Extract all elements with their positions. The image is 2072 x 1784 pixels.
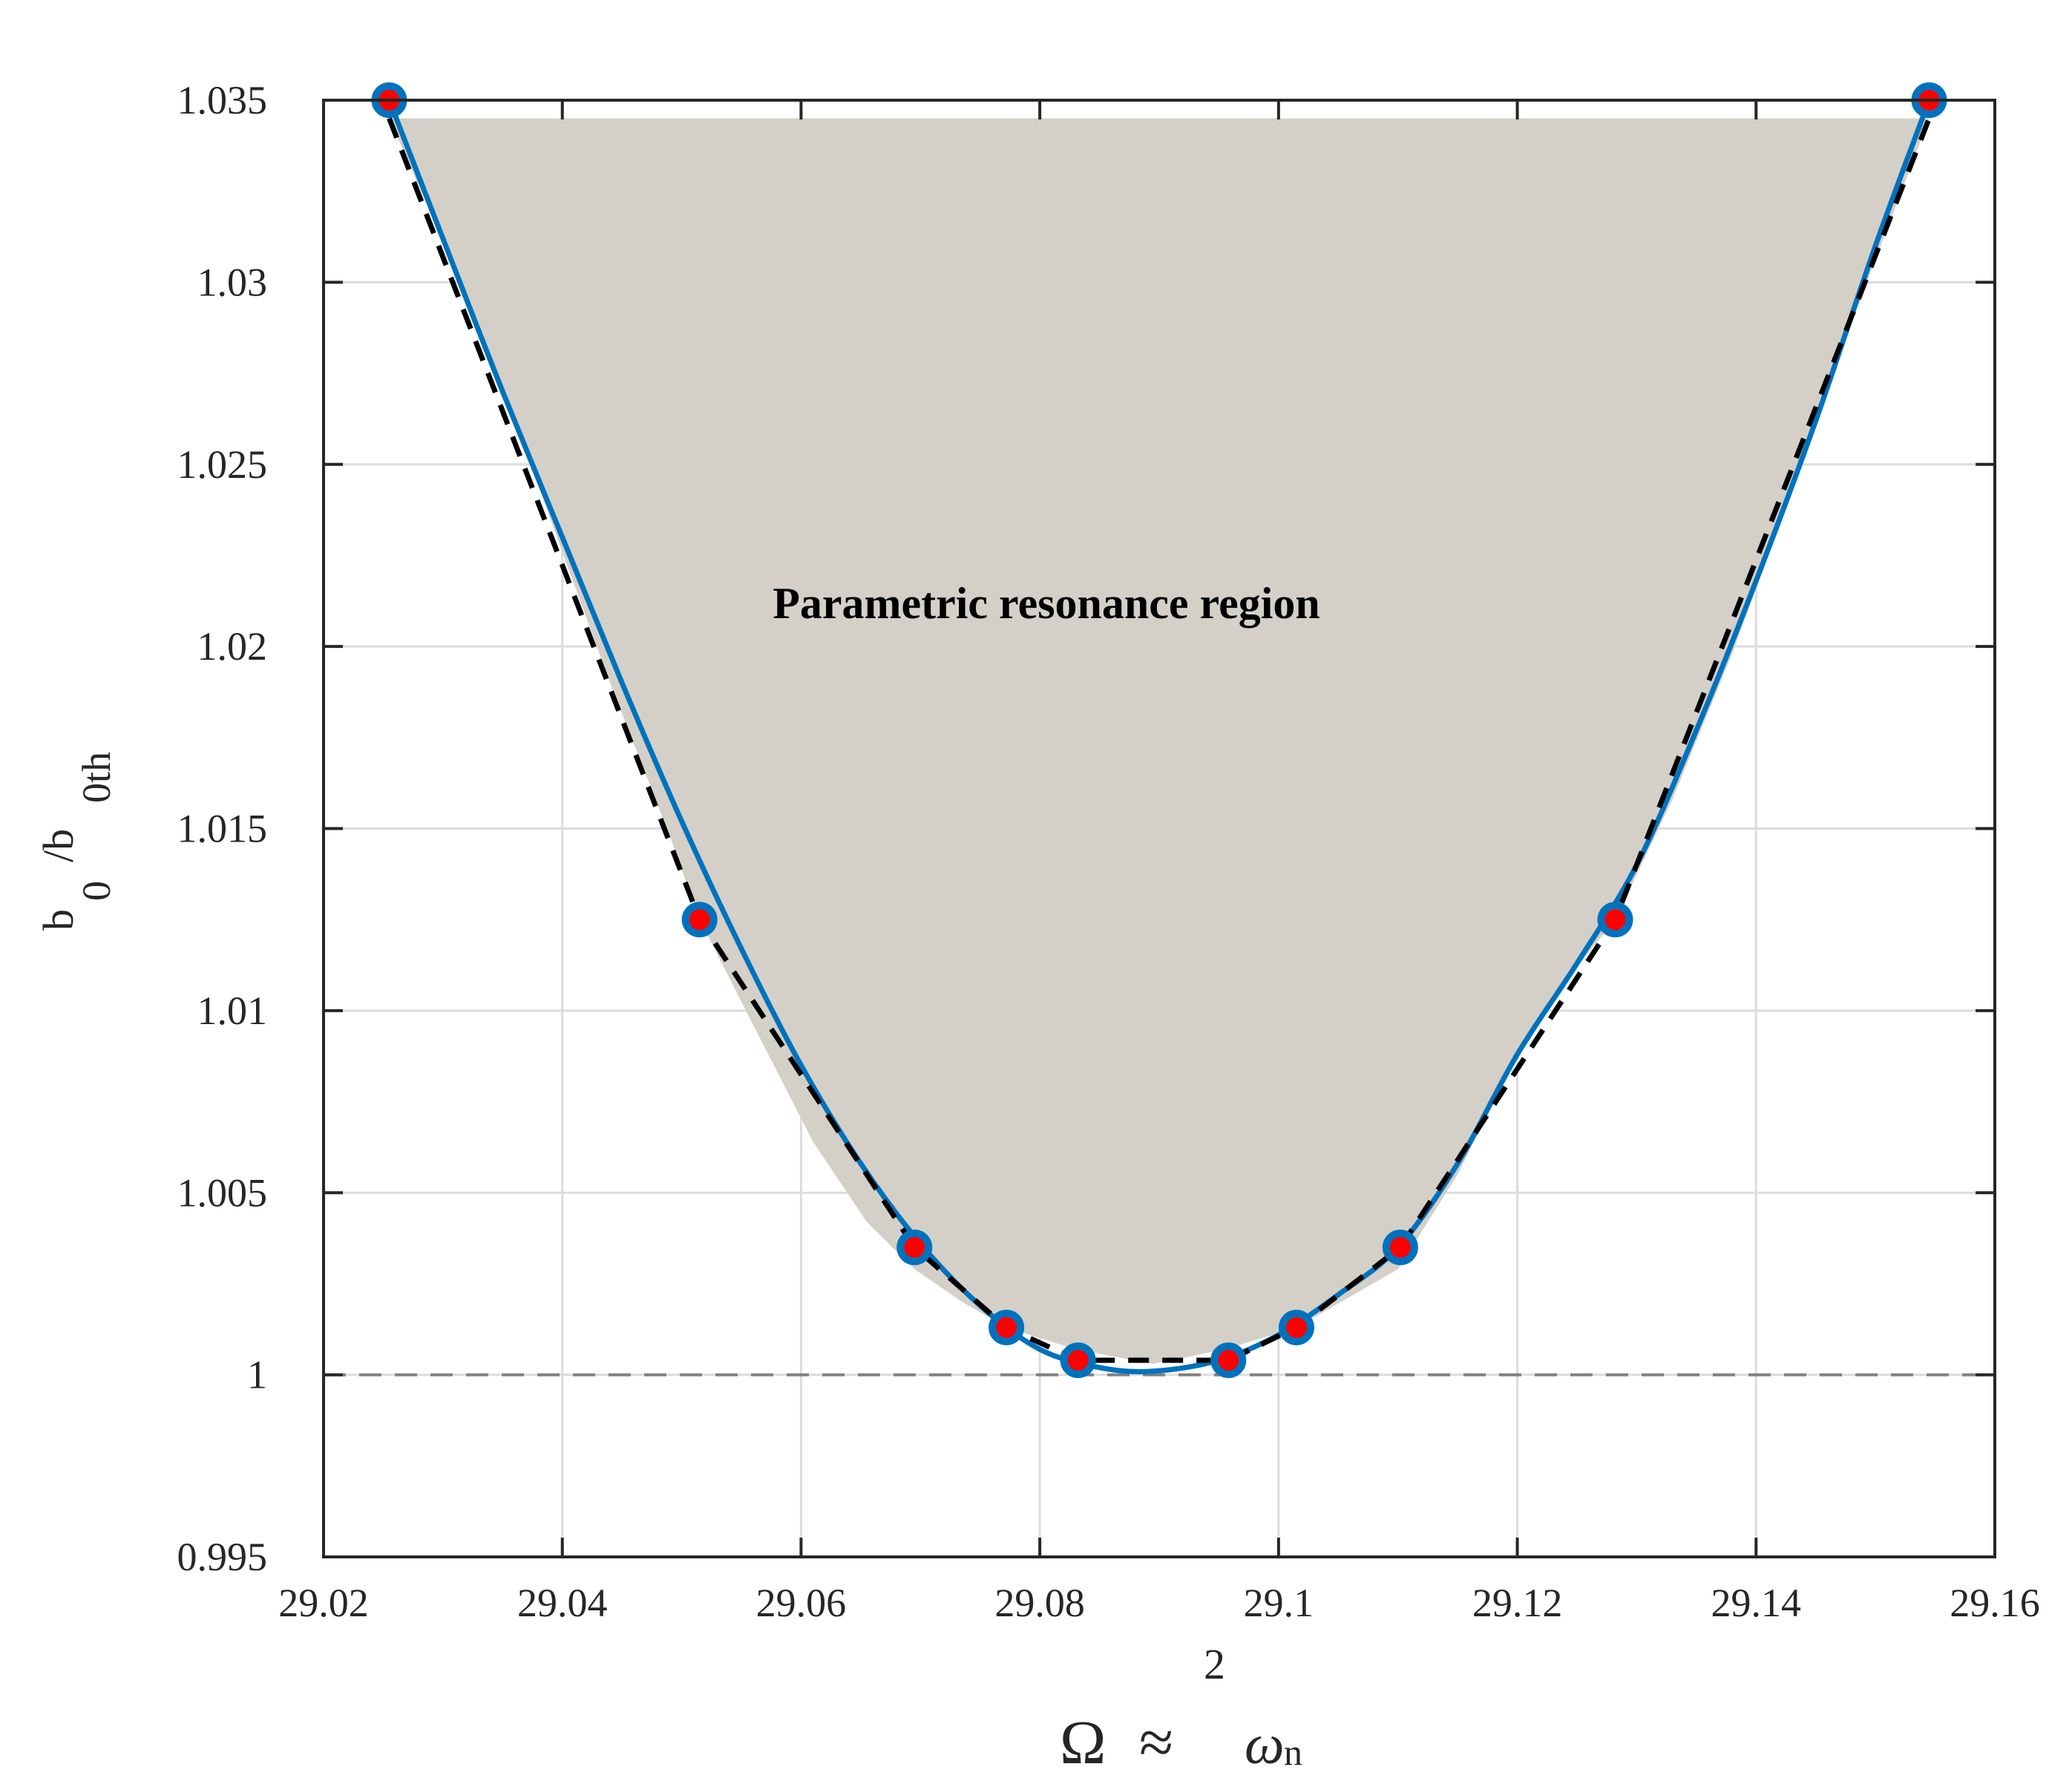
x-tick-label: 29.14 bbox=[1711, 1581, 1802, 1625]
data-point-marker bbox=[989, 1309, 1025, 1345]
y-tick-label: 1.005 bbox=[177, 1170, 268, 1215]
y-tick-labels: 0.995 1 1.005 1.01 1.015 1.02 1.025 1.03 1.035 bbox=[177, 78, 268, 1579]
y-tick-label: 1.035 bbox=[177, 78, 268, 122]
parametric-resonance-region bbox=[389, 118, 1930, 1364]
series-solid-curve bbox=[387, 99, 1932, 1374]
y-axis-label-sub1: 0 bbox=[74, 881, 119, 901]
data-point-marker bbox=[1382, 1229, 1418, 1265]
y-tick-label: 1.02 bbox=[197, 624, 268, 669]
x-tick-label: 29.12 bbox=[1472, 1581, 1563, 1625]
y-axis-label-part1: b bbox=[34, 909, 82, 931]
data-point-marker bbox=[1060, 1342, 1096, 1378]
x-tick-label: 29.04 bbox=[517, 1581, 608, 1625]
x-axis-label-symbol: ω bbox=[1245, 1714, 1285, 1776]
y-tick-label: 0.995 bbox=[177, 1535, 268, 1579]
x-tick-label: 29.08 bbox=[994, 1581, 1085, 1625]
x-tick-label: 29.06 bbox=[756, 1581, 847, 1625]
data-point-marker bbox=[896, 1229, 933, 1265]
x-tick-label: 29.16 bbox=[1950, 1581, 2040, 1625]
x-tick-labels: 29.02 29.04 29.06 29.08 29.1 29.12 29.14 29.16 bbox=[278, 1581, 2040, 1625]
y-axis-label-slash: /b bbox=[34, 829, 82, 862]
data-point-marker bbox=[1210, 1342, 1247, 1378]
x-axis-label-omega: Ω bbox=[1060, 1708, 1106, 1777]
y-axis-label: b 0 /b 0th bbox=[34, 752, 119, 931]
data-point-marker bbox=[681, 902, 718, 938]
x-axis-label-power: 2 bbox=[1204, 1640, 1225, 1688]
x-tick-label: 29.1 bbox=[1244, 1581, 1314, 1625]
data-point-marker bbox=[1278, 1309, 1314, 1345]
markers-group bbox=[371, 82, 1947, 1378]
x-tick-label: 29.02 bbox=[278, 1581, 369, 1625]
x-axis-label-approx: ≈ bbox=[1139, 1708, 1173, 1777]
y-tick-label: 1.015 bbox=[177, 807, 268, 851]
data-point-marker bbox=[1597, 902, 1633, 938]
region-annotation: Parametric resonance region bbox=[773, 579, 1320, 628]
y-axis-label-sub2: 0th bbox=[74, 752, 119, 803]
y-tick-label: 1.03 bbox=[197, 260, 268, 304]
y-tick-label: 1.01 bbox=[197, 988, 268, 1033]
x-axis-label-subscript: n bbox=[1284, 1731, 1302, 1773]
y-tick-label: 1.025 bbox=[177, 442, 268, 487]
series-group bbox=[387, 99, 1932, 1374]
x-axis-label: Ω ≈ 2 ω n bbox=[1060, 1640, 1302, 1777]
ticks bbox=[322, 99, 1996, 1558]
y-tick-label: 1 bbox=[247, 1353, 267, 1397]
